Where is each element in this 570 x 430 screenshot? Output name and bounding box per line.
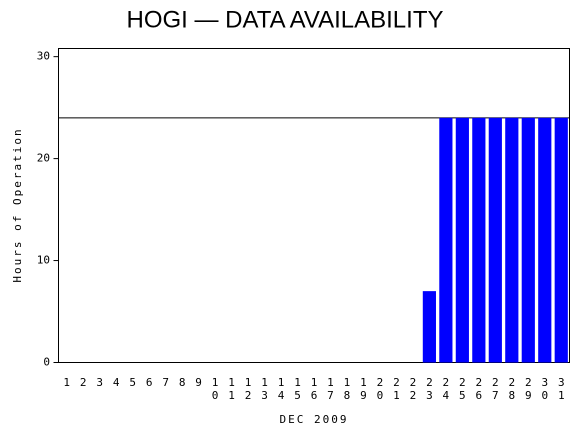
bar bbox=[439, 117, 453, 363]
bar bbox=[521, 117, 535, 363]
bar bbox=[505, 117, 519, 363]
x-tick-label: 7 bbox=[162, 376, 169, 389]
x-axis-label: DEC 2009 bbox=[280, 413, 349, 426]
x-tick-label: 6 bbox=[146, 376, 153, 389]
chart-title: HOGI — DATA AVAILABILITY bbox=[127, 6, 444, 33]
x-tick-label: 5 bbox=[129, 376, 136, 389]
y-axis-label: Hours of Operation bbox=[11, 127, 24, 282]
bar bbox=[422, 291, 436, 363]
bar bbox=[472, 117, 486, 363]
y-tick-label: 10 bbox=[37, 254, 50, 267]
bar bbox=[538, 117, 552, 363]
x-tick-label: 8 bbox=[179, 376, 186, 389]
x-tick-label: 1 bbox=[63, 376, 70, 389]
x-tick-label: 2 bbox=[80, 376, 87, 389]
y-tick-label: 30 bbox=[37, 50, 50, 63]
x-tick-label: 9 bbox=[195, 376, 202, 389]
x-tick-label: 4 bbox=[113, 376, 120, 389]
y-tick-label: 0 bbox=[43, 356, 50, 369]
bar bbox=[554, 117, 568, 363]
y-tick-label: 20 bbox=[37, 152, 50, 165]
x-tick-label: 3 bbox=[96, 376, 103, 389]
bar bbox=[455, 117, 469, 363]
bar bbox=[488, 117, 502, 363]
